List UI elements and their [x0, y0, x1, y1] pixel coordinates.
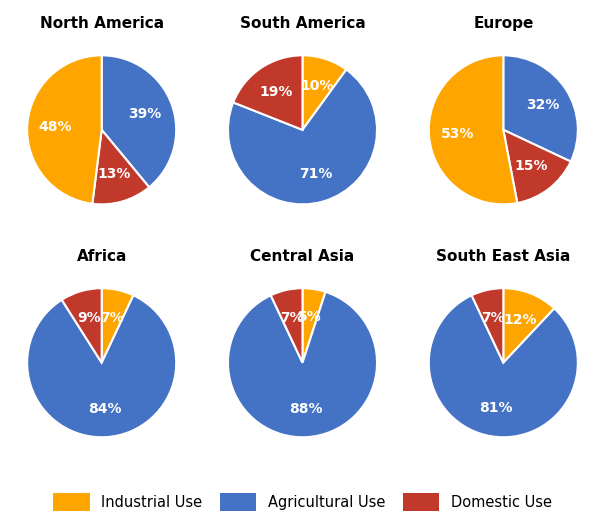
Text: 7%: 7% [100, 311, 123, 325]
Title: South America: South America [240, 16, 365, 31]
Wedge shape [27, 56, 102, 204]
Text: 84%: 84% [88, 402, 122, 416]
Wedge shape [471, 288, 503, 363]
Wedge shape [228, 70, 377, 204]
Text: 81%: 81% [479, 401, 513, 416]
Wedge shape [302, 288, 325, 363]
Wedge shape [503, 130, 571, 203]
Text: 32%: 32% [526, 98, 559, 112]
Text: 10%: 10% [300, 79, 333, 93]
Text: 15%: 15% [515, 159, 548, 173]
Title: North America: North America [39, 16, 164, 31]
Wedge shape [503, 288, 554, 363]
Wedge shape [102, 56, 176, 187]
Text: 13%: 13% [98, 167, 131, 181]
Wedge shape [429, 56, 517, 204]
Title: South East Asia: South East Asia [436, 249, 571, 264]
Text: 12%: 12% [503, 313, 537, 327]
Wedge shape [233, 56, 302, 130]
Text: 9%: 9% [77, 311, 100, 325]
Title: Europe: Europe [473, 16, 534, 31]
Text: 39%: 39% [128, 107, 162, 121]
Text: 71%: 71% [299, 167, 332, 181]
Wedge shape [62, 288, 102, 363]
Wedge shape [228, 292, 377, 437]
Text: 7%: 7% [281, 311, 304, 325]
Title: Africa: Africa [76, 249, 127, 264]
Text: 7%: 7% [482, 311, 505, 325]
Wedge shape [503, 56, 578, 161]
Wedge shape [93, 130, 149, 204]
Text: 48%: 48% [39, 120, 73, 134]
Legend: Industrial Use, Agricultural Use, Domestic Use: Industrial Use, Agricultural Use, Domest… [47, 487, 558, 517]
Text: 88%: 88% [289, 402, 322, 416]
Text: 19%: 19% [260, 84, 293, 99]
Text: 5%: 5% [298, 310, 322, 324]
Wedge shape [27, 296, 176, 437]
Title: Central Asia: Central Asia [250, 249, 355, 264]
Wedge shape [429, 296, 578, 437]
Wedge shape [271, 288, 302, 363]
Wedge shape [302, 56, 346, 130]
Text: 53%: 53% [440, 127, 474, 141]
Wedge shape [102, 288, 134, 363]
